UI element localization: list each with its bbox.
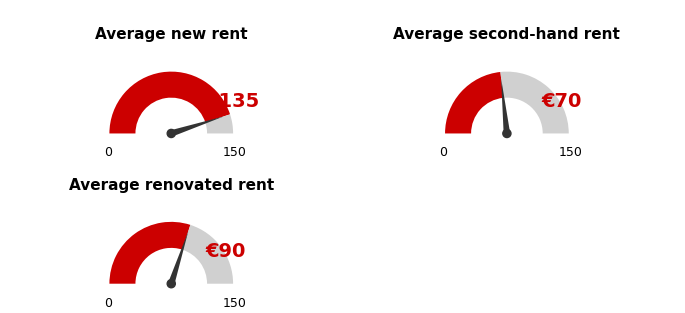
Polygon shape (171, 116, 224, 136)
Text: 0: 0 (103, 146, 112, 160)
Text: 150: 150 (558, 146, 582, 160)
Circle shape (167, 129, 175, 137)
Text: €70: €70 (541, 92, 582, 111)
Text: 150: 150 (223, 297, 247, 310)
Text: Average renovated rent: Average renovated rent (68, 177, 274, 192)
Text: 0: 0 (103, 297, 112, 310)
Wedge shape (182, 225, 233, 284)
Text: Average second-hand rent: Average second-hand rent (393, 27, 621, 42)
Polygon shape (501, 79, 510, 134)
Wedge shape (206, 114, 233, 133)
Text: 150: 150 (223, 146, 247, 160)
Wedge shape (110, 222, 190, 284)
Text: €90: €90 (206, 242, 246, 261)
Circle shape (503, 129, 511, 137)
Text: €135: €135 (206, 92, 260, 111)
Wedge shape (445, 72, 503, 133)
Wedge shape (110, 72, 230, 133)
Text: 0: 0 (439, 146, 447, 160)
Circle shape (167, 280, 175, 288)
Wedge shape (501, 72, 569, 133)
Polygon shape (168, 231, 188, 285)
Text: Average new rent: Average new rent (95, 27, 247, 42)
